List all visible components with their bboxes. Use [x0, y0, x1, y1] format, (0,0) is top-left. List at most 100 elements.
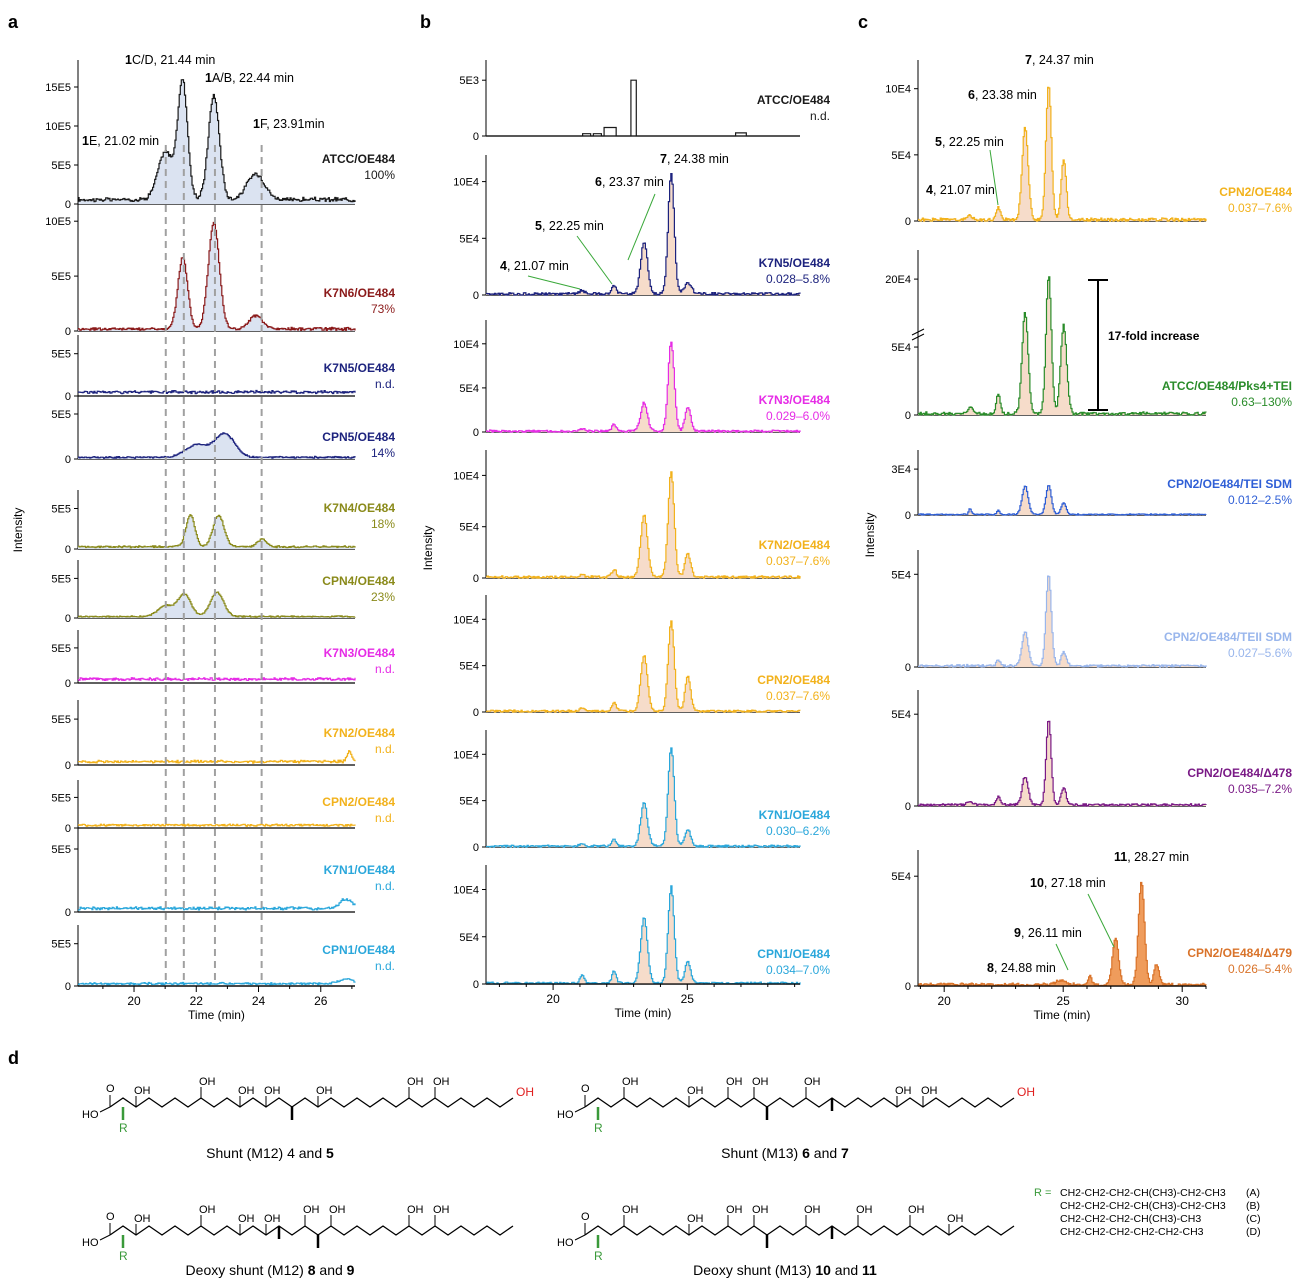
carbonyl-o-label: O	[106, 1083, 115, 1095]
trace-value: 0.037–7.6%	[1228, 201, 1292, 215]
hydroxyl-label: OH	[804, 1204, 821, 1216]
hydroxyl-label: OH	[856, 1204, 873, 1216]
acid-bond	[574, 1234, 586, 1241]
trace-atcc-oe484: 5E3 0 ATCC/OE484 n.d.	[459, 60, 830, 143]
acid-bond	[574, 1106, 586, 1113]
acid-oh-label: HO	[557, 1237, 574, 1249]
trace-name: K7N3/OE484	[759, 393, 831, 407]
text-run: , 27.18 min	[1044, 876, 1106, 890]
text-run: 1	[205, 71, 212, 85]
trace-fill	[486, 471, 800, 578]
hydroxyl-label: OH	[407, 1076, 424, 1088]
trace-value: 0.035–7.2%	[1228, 782, 1292, 796]
trace-cpn2-oe484: 10E4 5E4 0 CPN2/OE484 0.037–7.6%	[453, 595, 830, 719]
text-run: 8	[308, 1262, 316, 1278]
r-group-legend: R = CH2-CH2-CH2-CH(CH3)-CH2-CH3 (A) CH2-CH2…	[1034, 1187, 1261, 1238]
y-tick-label: 5E5	[51, 939, 71, 951]
text-run: 11	[1114, 850, 1127, 864]
trace-name: CPN2/OE484/Δ479	[1187, 946, 1292, 960]
panel-c: c 10E4 5E4 0 CPN2/OE484 0.037–7.6% 20E4 5E4 0 ATC…	[858, 12, 1292, 1022]
trace-cpn1-oe484: 10E4 5E4 0 CPN1/OE484 0.034–7.0%	[453, 865, 830, 991]
chemical-structure: OH OH OH OH OH OH OH HO O R OH	[557, 1076, 1035, 1135]
text-run: , 21.07 min	[507, 259, 569, 273]
trace-k7n1-oe484: 5E5 0 K7N1/OE484 n.d.	[51, 828, 395, 919]
text-run: , 23.38 min	[975, 88, 1037, 102]
y-tick-label: 0	[65, 907, 71, 919]
chemical-structure: OH OH OH OH OH OH OH HO O R OH	[82, 1076, 534, 1135]
x-axis-title: Time (min)	[188, 1008, 245, 1022]
peak-label: 4, 21.07 min	[500, 259, 569, 273]
peak-label: 1C/D, 21.44 min	[125, 53, 215, 67]
trace-name: CPN4/OE484	[322, 574, 395, 588]
trace-name: CPN2/OE484/TEI SDM	[1167, 477, 1292, 491]
leader-line	[1055, 943, 1069, 971]
trace-k7n2-oe484: 10E4 5E4 0 K7N2/OE484 0.037–7.6%	[453, 450, 830, 585]
hydroxyl-label: OH	[908, 1204, 925, 1216]
text-run: 6	[802, 1145, 810, 1161]
trace-name: K7N6/OE484	[324, 286, 396, 300]
peak-label: 5, 22.25 min	[535, 219, 604, 233]
trace-value: 0.027–5.6%	[1228, 646, 1292, 660]
trace-name: K7N5/OE484	[759, 256, 831, 270]
trace-cpn1-oe484: 5E5 0 CPN1/OE484 n.d.	[51, 925, 395, 993]
text-run: Deoxy shunt (M12)	[186, 1262, 308, 1278]
trace-fill	[78, 222, 355, 331]
trace-value: 0.037–7.6%	[766, 689, 830, 703]
trace-value: 73%	[371, 302, 395, 316]
y-tick-label: 10E4	[453, 885, 479, 897]
trace-name: ATCC/OE484/Pks4+TEI	[1162, 379, 1292, 393]
trace-name: CPN2/OE484	[757, 673, 830, 687]
trace-line	[918, 86, 1207, 222]
text-run: 10	[815, 1262, 831, 1278]
trace-cpn2-oe484-tei-sdm: 3E4 0 CPN2/OE484/TEI SDM 0.012–2.5%	[891, 450, 1292, 522]
y-tick-label: 5E4	[891, 871, 911, 883]
trace-name: K7N2/OE484	[324, 726, 396, 740]
hydroxyl-label: OH	[238, 1213, 255, 1225]
text-run: 5	[326, 1145, 334, 1161]
hydroxyl-label: OH	[238, 1085, 255, 1097]
y-tick-label: 0	[473, 427, 479, 439]
trace-name: K7N4/OE484	[324, 501, 396, 515]
trace-line	[918, 881, 1207, 987]
leader-line	[1087, 893, 1115, 948]
hydroxyl-label: OH	[622, 1204, 639, 1216]
peak-label: 11, 28.27 min	[1114, 850, 1189, 864]
trace-cpn5-oe484: 5E5 0 CPN5/OE484 14%	[51, 395, 395, 466]
acid-bond	[99, 1106, 111, 1113]
leader-line	[989, 149, 999, 206]
y-tick-label: 5E5	[51, 349, 71, 361]
r-group-formula: CH2-CH2-CH2-CH(CH3)-CH2-CH3	[1060, 1187, 1226, 1199]
text-run: and	[316, 1262, 347, 1278]
x-tick-label: 20	[546, 992, 560, 1006]
text-run: 7	[660, 152, 667, 166]
trace-k7n6-oe484: 10E5 5E5 0 K7N6/OE484 73%	[45, 195, 395, 338]
y-axis-title: Intensity	[863, 513, 877, 558]
x-tick-label: 30	[1176, 994, 1190, 1008]
y-tick-label: 0	[473, 707, 479, 719]
hydroxyl-label: OH	[726, 1204, 743, 1216]
peak-label: 8, 24.88 min	[987, 961, 1056, 975]
text-run: F, 23.91min	[260, 117, 325, 131]
trace-line	[486, 747, 801, 848]
x-axis: 20 25 Time (min)	[486, 983, 800, 1020]
leader-line	[527, 275, 581, 290]
x-axis-title: Time (min)	[615, 1006, 672, 1020]
trace-line	[78, 389, 356, 395]
r-group-tag: (C)	[1246, 1213, 1261, 1225]
chemical-structure: OH OH OH OH OH OH OH OH HO O R	[82, 1204, 514, 1263]
text-run: C/D, 21.44 min	[132, 53, 215, 67]
trace-line	[78, 978, 356, 986]
text-run: 1	[82, 134, 89, 148]
trace-value: 100%	[364, 168, 395, 182]
chemical-structure: OH OH OH OH OH OH OH OH HO O R	[557, 1204, 1015, 1263]
trace-k7n4-oe484: 5E5 0 K7N4/OE484 18%	[51, 490, 395, 556]
y-tick-label: 5E5	[51, 409, 71, 421]
panel-label-a: a	[8, 12, 19, 32]
x-tick-label: 24	[252, 994, 266, 1008]
trace-cpn2-oe484: 5E5 0 CPN2/OE484 n.d.	[51, 780, 395, 835]
r-label: R	[594, 1121, 603, 1135]
text-run: Deoxy shunt (M13)	[693, 1262, 815, 1278]
hydroxyl-label: OH	[433, 1204, 450, 1216]
text-run: 7	[841, 1145, 849, 1161]
